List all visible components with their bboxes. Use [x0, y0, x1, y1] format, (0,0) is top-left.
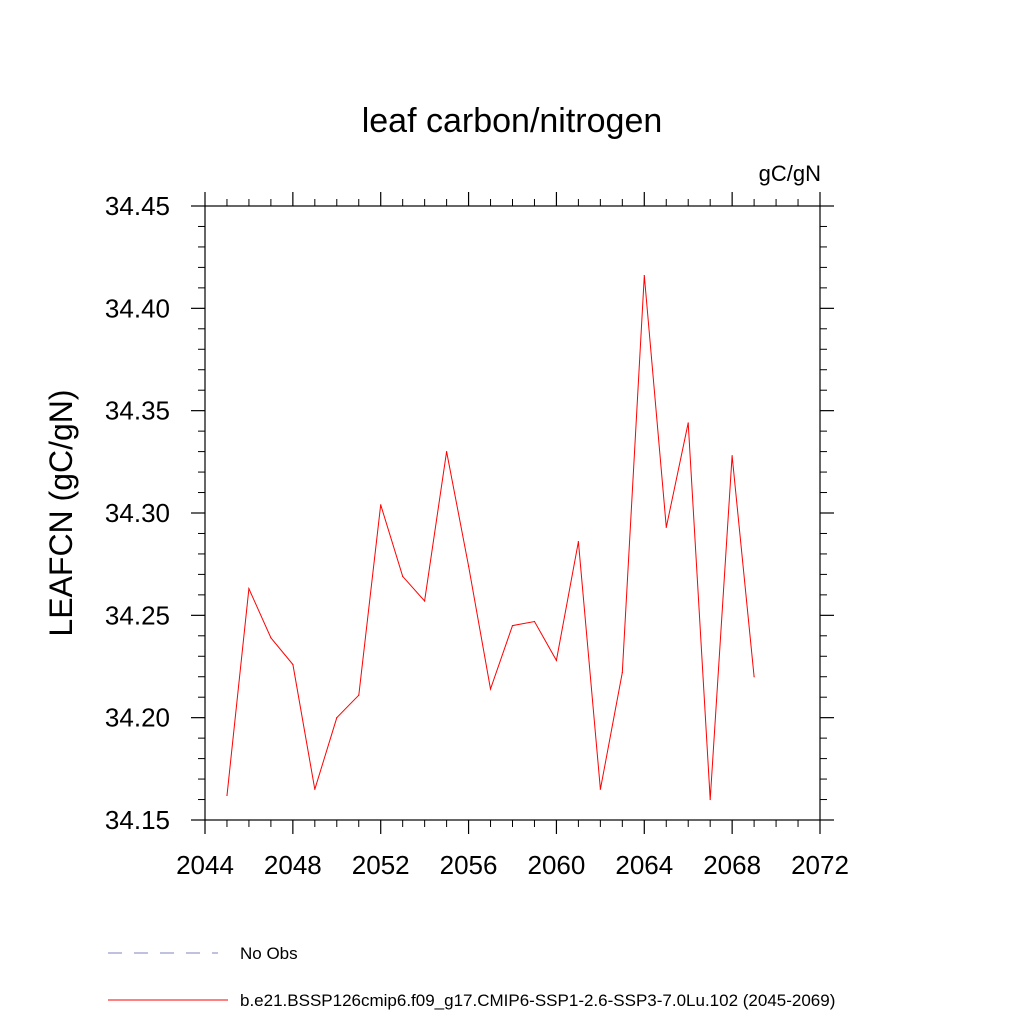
y-tick-labels: 34.15 34.20 34.25 34.30 34.35 34.40 34.45 — [105, 191, 170, 835]
data-point — [555, 659, 558, 661]
y-tick-label: 34.30 — [105, 498, 170, 528]
x-tick-label: 2060 — [528, 850, 586, 880]
x-tick-label: 2044 — [176, 850, 234, 880]
data-point — [314, 788, 316, 790]
legend: No Obs b.e21.BSSP126cmip6.f09_g17.CMIP6-… — [108, 944, 835, 1010]
y-axis-label: LEAFCN (gC/gN) — [43, 389, 79, 636]
data-point — [424, 600, 426, 602]
y-tick-label: 34.40 — [105, 293, 170, 323]
data-point — [621, 672, 623, 674]
data-point — [753, 676, 755, 678]
data-point — [533, 620, 536, 623]
data-point — [380, 504, 382, 506]
data-point — [687, 422, 689, 424]
x-tick-label: 2052 — [352, 850, 410, 880]
legend-label-model: b.e21.BSSP126cmip6.f09_g17.CMIP6-SSP1-2.… — [240, 991, 835, 1010]
series-line — [226, 275, 755, 800]
chart-title: leaf carbon/nitrogen — [362, 102, 663, 140]
data-point — [709, 798, 711, 801]
data-point — [577, 541, 579, 543]
data-point — [511, 624, 514, 627]
data-point — [489, 688, 492, 690]
x-tick-label: 2056 — [440, 850, 498, 880]
x-tick-label: 2048 — [264, 850, 322, 880]
data-point — [402, 575, 404, 578]
x-tick-labels: 2044 2048 2052 2056 2060 2064 2068 2072 — [176, 850, 849, 880]
data-point — [270, 637, 272, 639]
units-label: gC/gN — [759, 161, 821, 186]
data-point — [467, 565, 470, 567]
y-tick-label: 34.15 — [105, 805, 170, 835]
axis-ticks — [191, 192, 834, 834]
data-point — [665, 526, 667, 528]
data-point — [292, 663, 294, 666]
y-tick-label: 34.45 — [105, 191, 170, 221]
data-point — [599, 788, 601, 790]
data-point — [248, 588, 250, 590]
data-point — [446, 451, 448, 453]
y-tick-label: 34.35 — [105, 396, 170, 426]
data-point — [336, 717, 338, 719]
series-group — [226, 274, 755, 801]
x-tick-label: 2072 — [791, 850, 849, 880]
x-tick-label: 2064 — [615, 850, 673, 880]
y-tick-label: 34.25 — [105, 600, 170, 630]
data-point — [643, 274, 645, 277]
legend-label-no-obs: No Obs — [240, 944, 298, 963]
data-point — [226, 794, 228, 797]
x-tick-label: 2068 — [703, 850, 761, 880]
data-point — [358, 694, 360, 696]
data-point — [731, 455, 733, 457]
plot-frame — [204, 205, 821, 821]
y-tick-label: 34.20 — [105, 703, 170, 733]
